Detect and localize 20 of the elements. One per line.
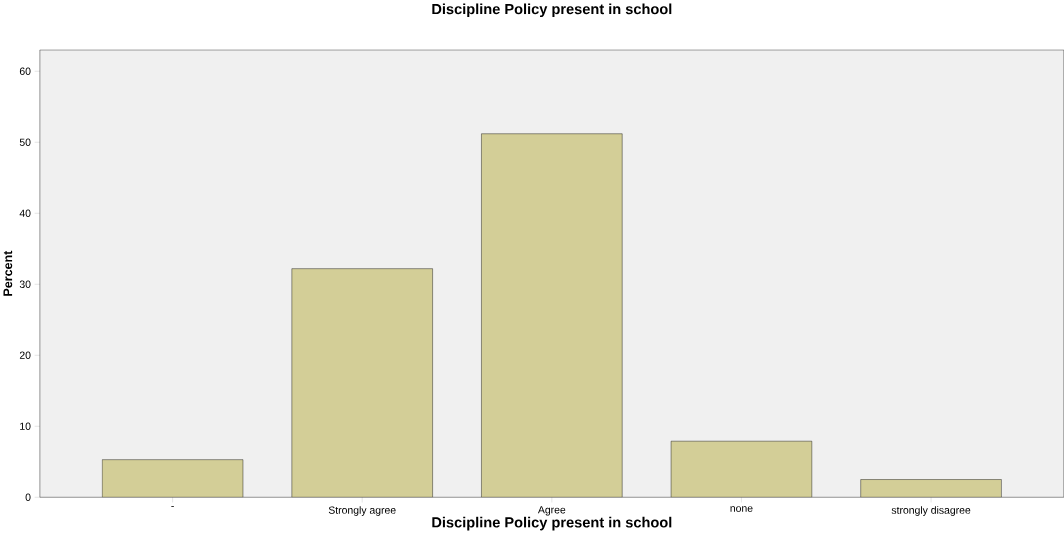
x-tick-label: -: [171, 506, 174, 508]
bar: [291, 268, 433, 498]
x-tick-label: none: [730, 506, 753, 512]
bar: [670, 441, 813, 498]
y-tick-label: 60: [19, 67, 31, 76]
chart-title: Discipline Policy present in school: [432, 3, 672, 18]
y-tick-label: 30: [19, 280, 31, 289]
bar: [481, 133, 623, 498]
bar: [102, 459, 244, 498]
x-tick-label: Agree: [537, 506, 566, 516]
bar: [860, 479, 1002, 498]
y-tick-label: 10: [20, 422, 31, 431]
y-tick-label: 20: [19, 351, 31, 360]
y-axis-title: Percent: [3, 250, 13, 296]
x-tick-label: strongly disagree: [891, 506, 971, 516]
x-tick-label: Strongly agree: [328, 506, 396, 516]
y-tick-label: 0: [25, 493, 31, 502]
y-tick-label: 40: [19, 209, 31, 218]
y-tick-label: 50: [19, 138, 31, 147]
x-axis-title: Discipline Policy present in school: [432, 516, 672, 531]
